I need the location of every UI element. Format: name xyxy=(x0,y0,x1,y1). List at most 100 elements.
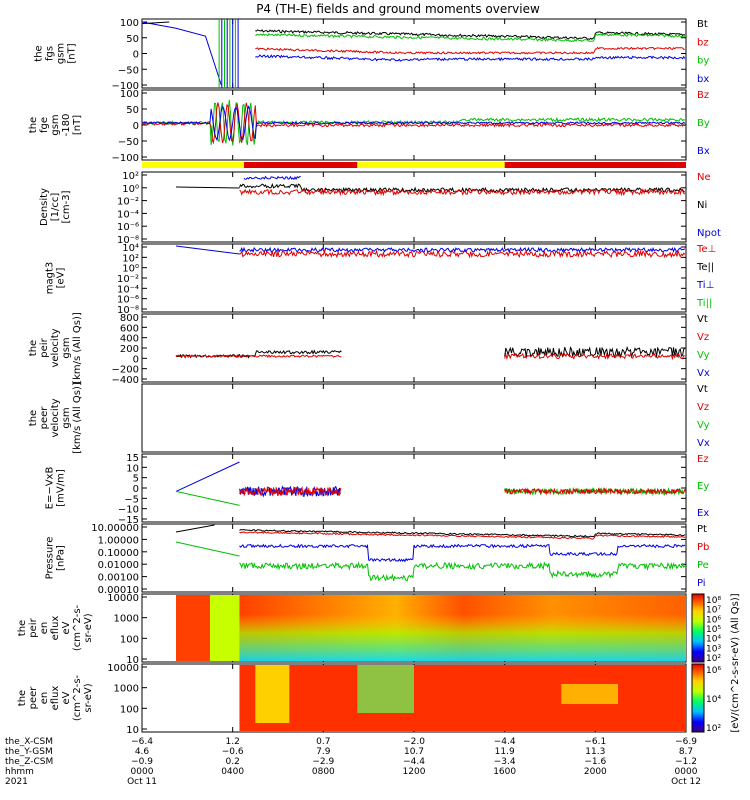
bx-trace xyxy=(255,54,686,62)
y-axis-label: -180 xyxy=(61,114,72,137)
x-row-label: the_Y-GSM xyxy=(5,747,53,757)
plot-title: P4 (TH-E) fields and ground moments over… xyxy=(256,2,540,16)
mode-bar-segment xyxy=(244,162,358,168)
x-row-value: 2000 xyxy=(584,767,607,777)
ni-trace xyxy=(239,182,685,194)
pe-early-trace xyxy=(175,541,240,557)
y-tick-label: 10⁴ xyxy=(122,243,139,254)
y-tick-label: 10000 xyxy=(107,593,139,604)
y-tick-label: −10 xyxy=(118,505,139,516)
ti-early-trace xyxy=(175,245,240,255)
y-tick-label: 10⁻⁶ xyxy=(117,222,139,233)
y-axis-label: the xyxy=(17,690,28,706)
y-tick-label: 10 xyxy=(126,463,139,474)
bx-early-trace xyxy=(141,21,222,86)
y-tick-label: −50 xyxy=(118,65,139,76)
y-tick-label: 200 xyxy=(120,344,139,355)
y-axis-label: peir xyxy=(28,617,39,637)
panel-p2: 100 50 0 −50 −100 Bz By Bx xyxy=(112,89,710,164)
electron-spectrogram-band xyxy=(357,665,414,713)
panel-frame-p4 xyxy=(141,243,687,313)
x-row-value: −0.9 xyxy=(131,757,153,767)
panel-p3: 10² 10⁰ 10⁻²10⁻⁴ 10⁻⁶ 10⁻⁸ Ne Ni Npot xyxy=(117,171,721,246)
y-axis-label: [nT] xyxy=(72,115,83,135)
x-row-value: 11.9 xyxy=(495,747,515,757)
x-date-value: Oct 11 xyxy=(127,777,157,787)
y-axis-label: [mV/m] xyxy=(56,469,67,507)
y-tick-label: 10⁰ xyxy=(122,264,139,275)
y-tick-label: 0.01000 xyxy=(98,560,139,571)
y-axis-label: [nT] xyxy=(67,43,78,63)
x-row-value: −1.6 xyxy=(584,757,606,767)
y-axis-label: Pressure xyxy=(45,537,56,580)
y-tick-label: 10⁻⁴ xyxy=(117,284,139,295)
colorbar-tick-label: 10² xyxy=(706,724,721,734)
colorbar-tick-label: 10⁵ xyxy=(706,625,721,635)
legend-entry: bx xyxy=(697,74,709,85)
vz-late-trace xyxy=(504,352,686,361)
legend-entry: Ti⊥ xyxy=(696,280,714,291)
y-tick-label: 0 xyxy=(133,484,139,495)
legend-entry: Bz xyxy=(697,90,709,101)
ey-early-trace xyxy=(175,490,240,506)
pt-trace xyxy=(239,528,686,538)
legend-entry: Pb xyxy=(697,542,709,553)
legend-entry: Vx xyxy=(697,438,710,449)
panel-frame-p3 xyxy=(141,171,687,243)
x-row-value: 0000 xyxy=(675,767,698,777)
y-tick-label: 50 xyxy=(126,34,139,45)
x-row-label: the_Z-CSM xyxy=(5,757,53,767)
x-row-value: −6.9 xyxy=(675,737,697,747)
x-row-value: 0400 xyxy=(221,767,244,777)
ion-spectrogram-block xyxy=(176,595,210,661)
y-tick-label: 0.00010 xyxy=(98,585,139,596)
colorbar-label: [eV/(cm^2-s-sr-eV) (All Qs)] xyxy=(730,593,741,732)
panel-frame-p6 xyxy=(141,383,687,453)
y-axis-label: (cm^2-s- xyxy=(72,674,83,721)
mode-bar-segment xyxy=(504,162,686,168)
mode-bar-segment xyxy=(142,162,244,168)
y-axis-label: [nPa] xyxy=(56,545,67,571)
y-tick-label: 400 xyxy=(120,334,139,345)
legend-entry: Vz xyxy=(697,402,709,413)
y-axis-label: [eV] xyxy=(56,268,67,289)
legend-entry: Vx xyxy=(697,368,710,379)
legend-entry: Vt xyxy=(697,384,708,395)
y-axis-label: eflux xyxy=(50,616,61,641)
npot-trace xyxy=(243,175,301,181)
y-tick-label: 10 xyxy=(126,725,139,736)
y-tick-label: 0.10000 xyxy=(98,548,139,559)
x-row-value: −6.1 xyxy=(584,737,606,747)
legend-entry: bz xyxy=(697,37,709,48)
y-axis-label: the xyxy=(17,620,28,636)
y-tick-label: −100 xyxy=(112,81,139,92)
bt-early-trace xyxy=(141,21,170,25)
y-axis-label: [cm-3] xyxy=(61,190,72,223)
pe-trace xyxy=(239,561,686,582)
y-tick-label: 10⁰ xyxy=(122,184,139,195)
bx2-trace xyxy=(141,105,686,142)
y-axis-label: velocity xyxy=(50,398,61,437)
colorbar-tick-label: 10⁷ xyxy=(706,606,721,616)
y-axis-label: magt3 xyxy=(45,262,56,295)
legend-entry: Ex xyxy=(697,508,709,519)
legend-entry: Vy xyxy=(697,350,710,361)
y-tick-label: −200 xyxy=(112,365,139,376)
ni-early-trace xyxy=(175,186,240,189)
y-tick-label: 10.00000 xyxy=(91,523,139,534)
y-tick-label: 600 xyxy=(120,323,139,334)
y-tick-label: 10⁻² xyxy=(117,197,139,208)
legend-entry: By xyxy=(697,118,710,129)
y-tick-label: 10⁻⁸ xyxy=(117,305,139,316)
y-axis-label: E=−VxB xyxy=(45,467,56,510)
y-axis-label: en xyxy=(39,622,50,635)
x-axis: the_X-CSM −6.4 1.2 0.7 −2.0 −4.4 −6.1 −6.9 the_Y… xyxy=(5,737,701,787)
x-row-value: −3.4 xyxy=(494,757,516,767)
x-row-value: −2.0 xyxy=(403,737,425,747)
x-row-value: 1600 xyxy=(493,767,516,777)
y-axis-label: the xyxy=(28,340,39,356)
y-tick-label: 15 xyxy=(126,453,139,464)
